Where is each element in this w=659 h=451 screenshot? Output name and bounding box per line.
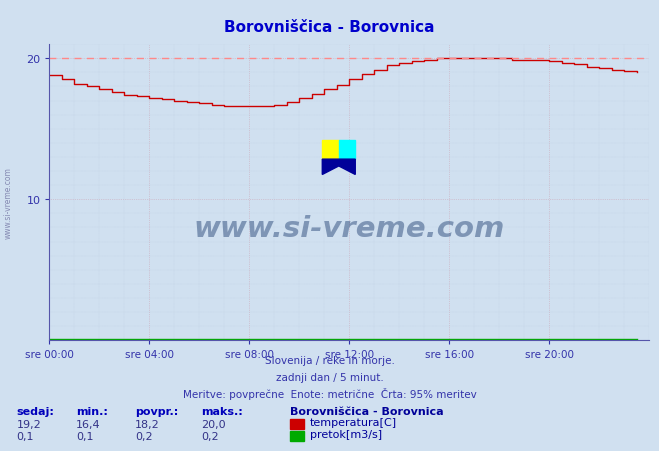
Text: 20,0: 20,0 — [201, 419, 225, 429]
Polygon shape — [339, 141, 355, 160]
Text: pretok[m3/s]: pretok[m3/s] — [310, 429, 382, 439]
Text: 0,2: 0,2 — [135, 431, 153, 441]
Text: Meritve: povprečne  Enote: metrične  Črta: 95% meritev: Meritve: povprečne Enote: metrične Črta:… — [183, 387, 476, 399]
Text: temperatura[C]: temperatura[C] — [310, 417, 397, 427]
Text: povpr.:: povpr.: — [135, 406, 179, 416]
Text: min.:: min.: — [76, 406, 107, 416]
Text: Slovenija / reke in morje.: Slovenija / reke in morje. — [264, 355, 395, 365]
Text: maks.:: maks.: — [201, 406, 243, 416]
Text: www.si-vreme.com: www.si-vreme.com — [3, 167, 13, 239]
Polygon shape — [322, 141, 339, 160]
Text: 18,2: 18,2 — [135, 419, 160, 429]
Text: 16,4: 16,4 — [76, 419, 100, 429]
Text: 0,2: 0,2 — [201, 431, 219, 441]
Text: Borovniščica - Borovnica: Borovniščica - Borovnica — [224, 20, 435, 35]
Text: 0,1: 0,1 — [76, 431, 94, 441]
Text: zadnji dan / 5 minut.: zadnji dan / 5 minut. — [275, 372, 384, 382]
Text: 19,2: 19,2 — [16, 419, 42, 429]
Text: 0,1: 0,1 — [16, 431, 34, 441]
Text: Borovniščica - Borovnica: Borovniščica - Borovnica — [290, 406, 444, 416]
Text: www.si-vreme.com: www.si-vreme.com — [194, 214, 505, 242]
Text: sedaj:: sedaj: — [16, 406, 54, 416]
Polygon shape — [322, 160, 355, 175]
